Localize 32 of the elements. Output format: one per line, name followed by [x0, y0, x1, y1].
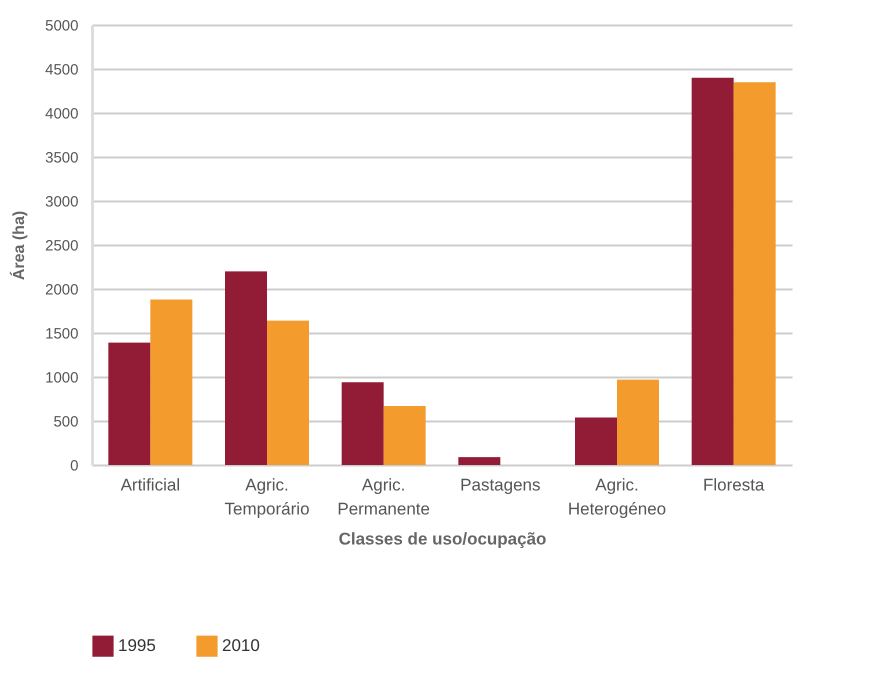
x-tick-label: Agric. Temporário [224, 476, 310, 518]
bar [342, 382, 384, 465]
bar [267, 320, 309, 465]
y-tick-label: 2500 [45, 238, 78, 254]
y-tick-label: 2000 [45, 282, 78, 298]
y-tick-label: 4500 [45, 62, 78, 78]
bar [692, 78, 734, 465]
bar [575, 417, 617, 465]
y-tick-label: 0 [70, 458, 78, 474]
legend-label: 2010 [222, 636, 260, 656]
y-tick-label: 500 [53, 414, 78, 430]
y-tick-label: 5000 [45, 18, 78, 34]
y-tick-label: 3000 [45, 194, 78, 210]
bar [458, 457, 500, 465]
bar [108, 342, 150, 465]
bar [384, 406, 426, 465]
bar [150, 300, 192, 465]
y-axis-title: Área (ha) [9, 210, 28, 280]
x-tick-label: Agric. Permanente [337, 476, 430, 518]
bar [225, 271, 267, 465]
y-tick-label: 1000 [45, 370, 78, 386]
bar [734, 82, 776, 465]
x-axis-title: Classes de uso/ocupação [338, 530, 546, 548]
y-tick-label: 3500 [45, 150, 78, 166]
legend-label: 1995 [118, 636, 156, 656]
x-tick-label: Agric. Heterogéneo [568, 476, 666, 518]
y-tick-label: 1500 [45, 326, 78, 342]
x-tick-label: Floresta [702, 476, 765, 494]
x-tick-label: Artificial [120, 476, 180, 494]
x-tick-label: Pastagens [460, 476, 541, 494]
bar [617, 380, 659, 465]
y-tick-label: 4000 [45, 106, 78, 122]
